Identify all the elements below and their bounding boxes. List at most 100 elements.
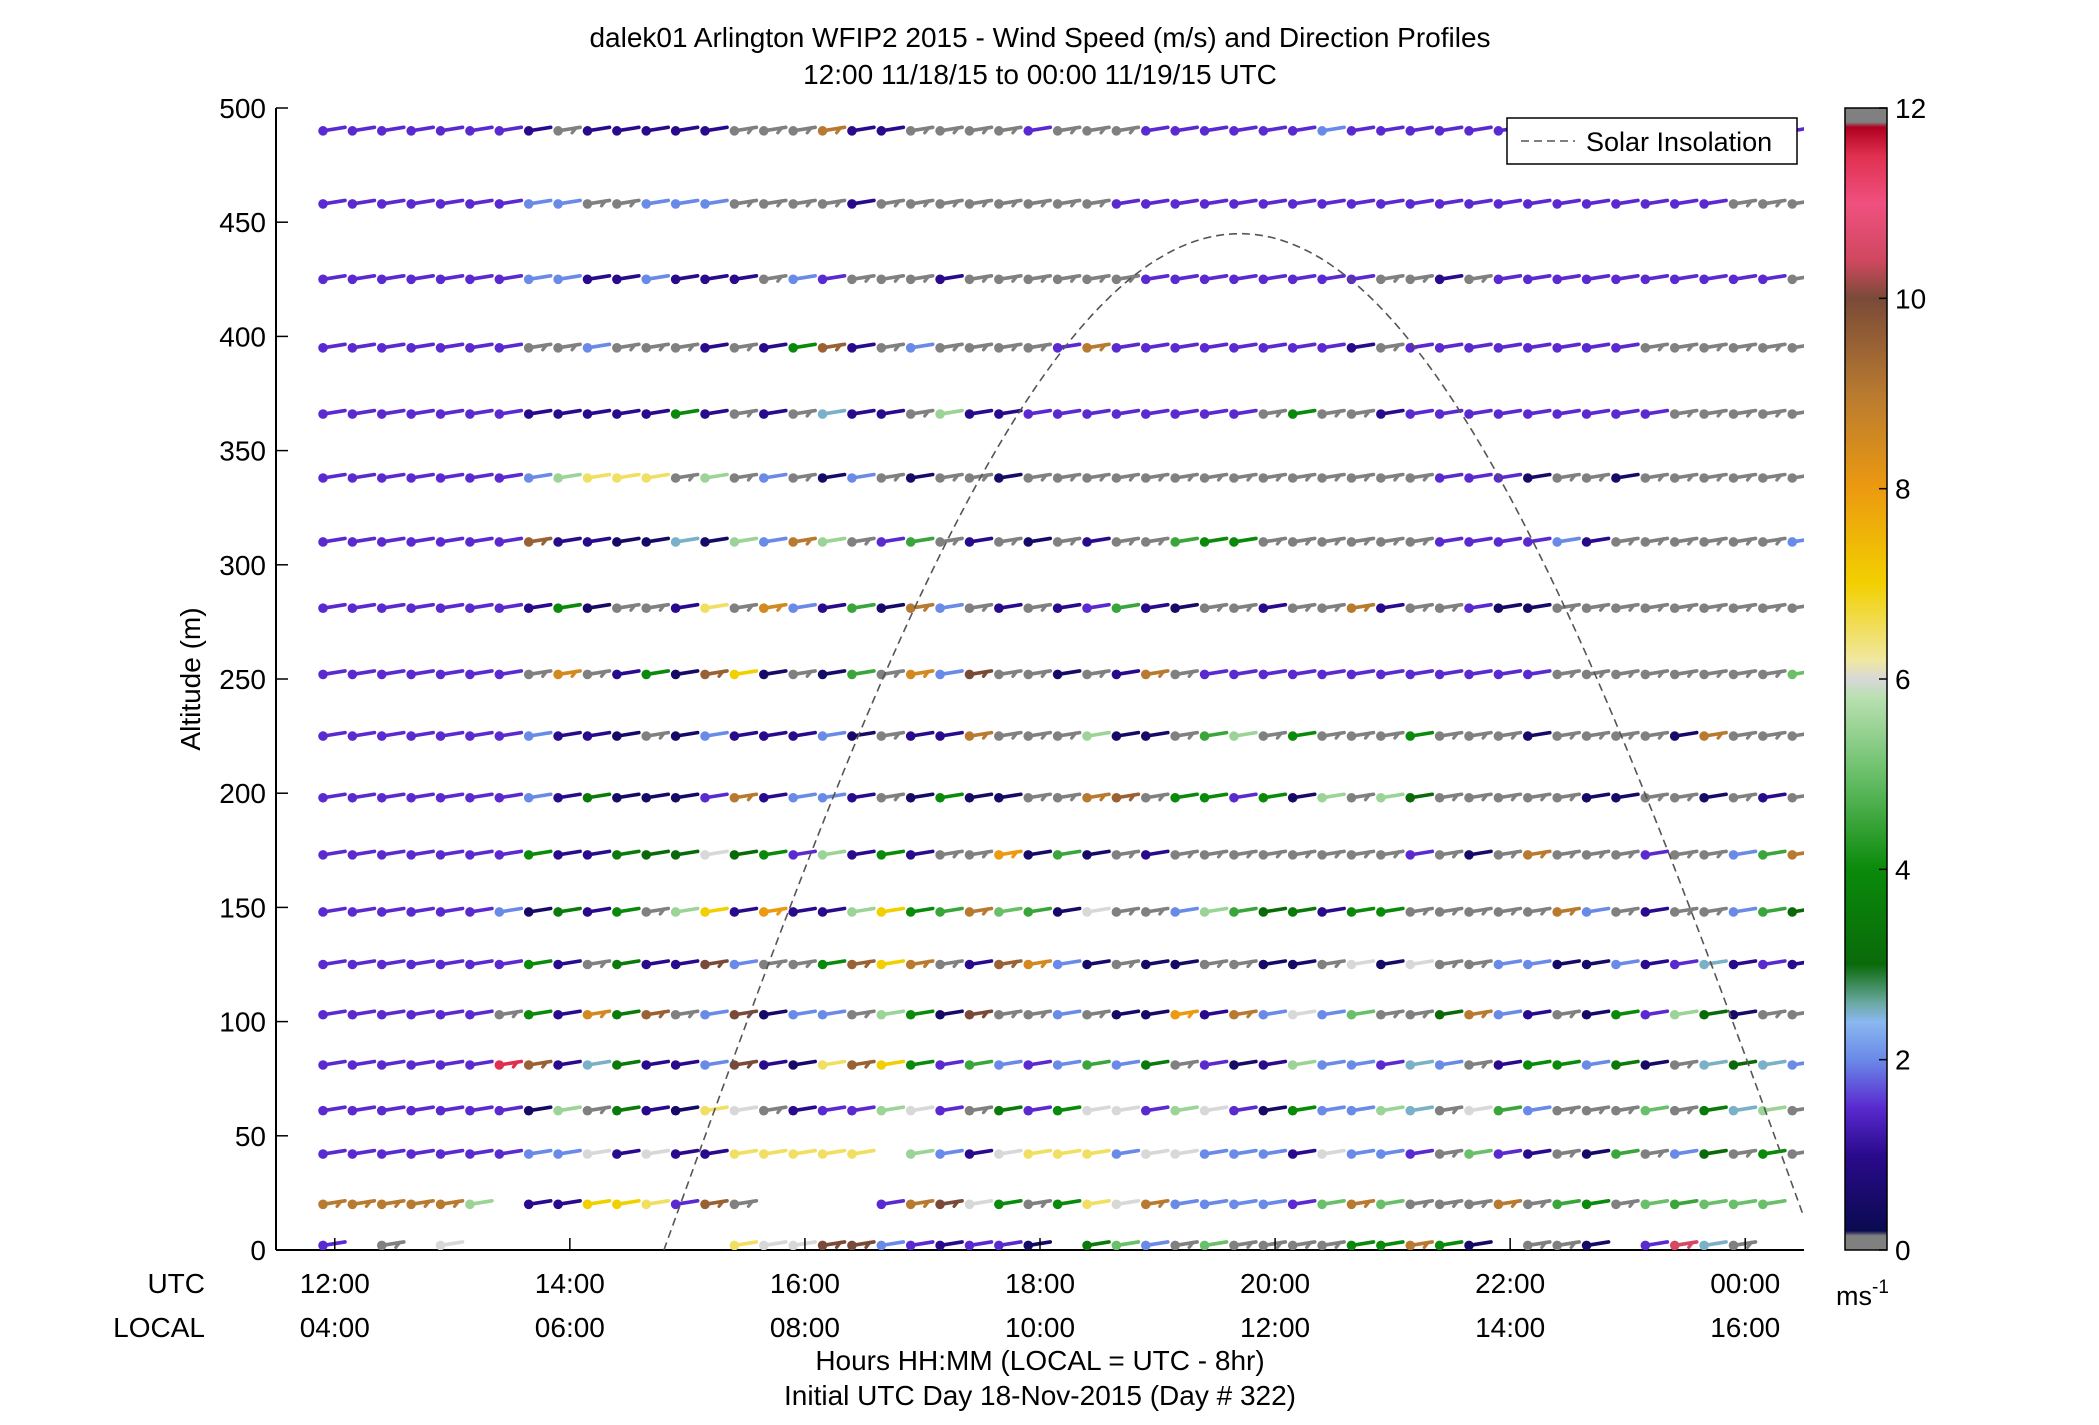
- wind-barb: [758, 730, 788, 741]
- wind-barb: [1758, 198, 1787, 209]
- wind-barb: [670, 472, 700, 483]
- wind-barb: [1464, 273, 1493, 285]
- wind-barb: [1346, 849, 1376, 860]
- wind-barb: [994, 125, 1023, 136]
- wind-barb: [1787, 1105, 1804, 1116]
- wind-barb: [700, 536, 729, 547]
- wind-barb: [1905, 126, 1932, 136]
- wind-barb: [2081, 275, 2099, 285]
- wind-barb: [376, 730, 406, 741]
- wind-barb: [1140, 669, 1170, 680]
- wind-barb: [1964, 670, 1991, 680]
- wind-barb: [1434, 959, 1464, 970]
- wind-barb: [1493, 472, 1523, 483]
- wind-barb: [1376, 730, 1405, 741]
- wind-barb: [905, 669, 935, 680]
- wind-barb: [729, 669, 759, 680]
- wind-barb: [1287, 408, 1317, 419]
- wind-barb: [318, 1105, 347, 1116]
- wind-barb: [1199, 1199, 1229, 1210]
- wind-barb: [1170, 1240, 1199, 1250]
- wind-barb: [1611, 273, 1640, 285]
- wind-barb: [1787, 537, 1804, 547]
- wind-barb: [876, 669, 906, 680]
- wind-barb: [994, 1199, 1023, 1210]
- wind-barb: [465, 906, 494, 917]
- wind-barb: [1669, 1059, 1699, 1070]
- wind-barb: [1611, 408, 1640, 419]
- wind-barb: [1669, 849, 1699, 860]
- wind-barb: [876, 125, 906, 136]
- wind-barb: [1376, 125, 1405, 136]
- wind-barb: [1317, 906, 1346, 917]
- wind-barb: [435, 1148, 465, 1159]
- wind-barb: [406, 1148, 435, 1159]
- wind-barb: [1434, 198, 1464, 209]
- wind-barb: [1140, 408, 1170, 419]
- wind-barb: [523, 1105, 553, 1116]
- wind-barb: [1728, 1009, 1758, 1020]
- wind-barb: [1199, 730, 1229, 741]
- wind-barb: [1640, 536, 1670, 547]
- wind-barb: [964, 408, 994, 419]
- wind-barb: [1699, 602, 1728, 613]
- wind-barb: [1964, 850, 1991, 860]
- wind-barb: [1581, 1105, 1611, 1116]
- wind-barb: [1052, 273, 1082, 285]
- wind-barb: [700, 1059, 729, 1070]
- wind-barb: [670, 669, 700, 680]
- y-tick-label: 450: [219, 207, 266, 238]
- wind-barb: [700, 342, 729, 353]
- wind-barb: [1522, 1199, 1552, 1210]
- wind-barb: [847, 1009, 876, 1020]
- chart-subtitle: 12:00 11/18/15 to 00:00 11/19/15 UTC: [803, 59, 1277, 90]
- wind-barb: [465, 1199, 494, 1210]
- wind-barb: [729, 1240, 759, 1250]
- wind-barb: [612, 1009, 641, 1020]
- wind-barb: [935, 125, 964, 136]
- wind-barb: [1140, 273, 1170, 285]
- wind-barb: [788, 125, 817, 136]
- wind-barb: [1669, 730, 1699, 741]
- wind-barb: [1052, 906, 1082, 917]
- wind-barb: [612, 273, 641, 285]
- wind-barb: [641, 198, 671, 209]
- wind-barb: [1140, 536, 1170, 547]
- x-tick-label-utc: 22:00: [1475, 1268, 1545, 1299]
- wind-barb: [1082, 959, 1111, 970]
- wind-barb: [641, 602, 671, 613]
- wind-barb: [1728, 408, 1758, 419]
- wind-barb: [1611, 1009, 1640, 1020]
- wind-barb: [582, 1059, 612, 1070]
- wind-barb: [847, 1240, 876, 1250]
- wind-barb: [1258, 1059, 1288, 1070]
- wind-barb: [1611, 730, 1640, 741]
- wind-barb: [700, 198, 729, 209]
- x-tick-label-local: 04:00: [300, 1312, 370, 1343]
- wind-barb: [964, 959, 994, 970]
- wind-barb: [641, 125, 671, 136]
- wind-barb: [318, 1199, 347, 1210]
- wind-barb: [1082, 125, 1111, 136]
- wind-barb: [1052, 472, 1082, 483]
- wind-barb: [1728, 1199, 1758, 1210]
- wind-barb: [847, 536, 876, 547]
- wind-barb: [1170, 342, 1199, 353]
- wind-barb: [1140, 1009, 1170, 1020]
- wind-barb: [523, 1148, 553, 1159]
- wind-barb: [1640, 602, 1670, 613]
- wind-barb: [494, 536, 524, 547]
- wind-barb: [553, 849, 582, 860]
- wind-barb: [700, 1148, 729, 1159]
- wind-barb: [1787, 959, 1804, 970]
- wind-barb: [376, 602, 406, 613]
- wind-barb: [729, 959, 759, 970]
- wind-barb: [1317, 792, 1346, 803]
- wind-barb: [1669, 1148, 1699, 1159]
- wind-barb: [318, 536, 347, 547]
- wind-barb: [1993, 1010, 2020, 1020]
- wind-barb: [1258, 849, 1288, 860]
- wind-barb: [1199, 602, 1229, 613]
- wind-barb: [376, 1105, 406, 1116]
- wind-barb: [1964, 907, 1991, 917]
